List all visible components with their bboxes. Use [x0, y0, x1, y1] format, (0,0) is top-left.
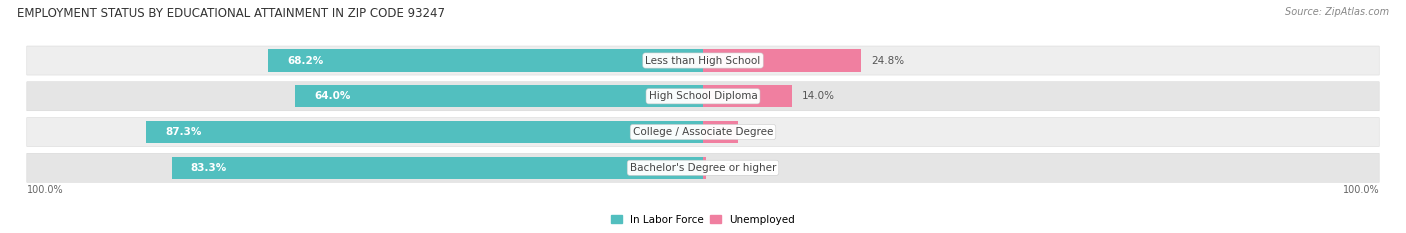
- Text: 83.3%: 83.3%: [191, 163, 226, 173]
- FancyBboxPatch shape: [27, 153, 1379, 182]
- Bar: [146, 121, 703, 143]
- Text: 0.5%: 0.5%: [716, 163, 742, 173]
- Text: 100.0%: 100.0%: [1343, 185, 1379, 195]
- Bar: [295, 85, 703, 107]
- Bar: [703, 121, 738, 143]
- FancyBboxPatch shape: [27, 46, 1379, 75]
- Text: 68.2%: 68.2%: [287, 55, 323, 65]
- Bar: [172, 157, 703, 179]
- Bar: [703, 85, 793, 107]
- Bar: [269, 49, 703, 72]
- Text: EMPLOYMENT STATUS BY EDUCATIONAL ATTAINMENT IN ZIP CODE 93247: EMPLOYMENT STATUS BY EDUCATIONAL ATTAINM…: [17, 7, 444, 20]
- FancyBboxPatch shape: [27, 117, 1379, 147]
- Text: Source: ZipAtlas.com: Source: ZipAtlas.com: [1285, 7, 1389, 17]
- Text: 14.0%: 14.0%: [801, 91, 835, 101]
- Legend: In Labor Force, Unemployed: In Labor Force, Unemployed: [607, 211, 799, 229]
- FancyBboxPatch shape: [27, 82, 1379, 111]
- Text: 100.0%: 100.0%: [27, 185, 63, 195]
- Text: 24.8%: 24.8%: [870, 55, 904, 65]
- Bar: [703, 49, 862, 72]
- Text: College / Associate Degree: College / Associate Degree: [633, 127, 773, 137]
- Bar: [703, 157, 706, 179]
- Text: Bachelor's Degree or higher: Bachelor's Degree or higher: [630, 163, 776, 173]
- Text: 5.5%: 5.5%: [748, 127, 775, 137]
- Text: 64.0%: 64.0%: [314, 91, 350, 101]
- Text: Less than High School: Less than High School: [645, 55, 761, 65]
- Text: 87.3%: 87.3%: [166, 127, 201, 137]
- Text: High School Diploma: High School Diploma: [648, 91, 758, 101]
